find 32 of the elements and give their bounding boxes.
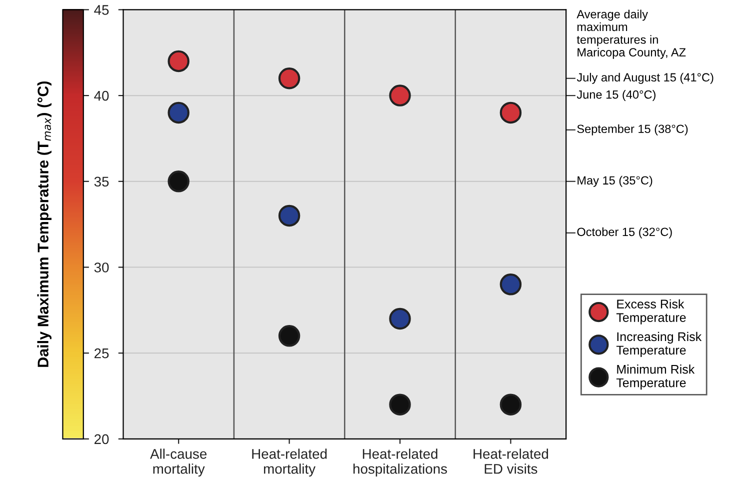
point <box>500 102 522 124</box>
point <box>500 274 522 296</box>
color-bar-label: 35 <box>94 176 109 187</box>
color-bar-label: 20 <box>94 434 109 444</box>
point <box>278 68 300 90</box>
point <box>168 102 190 124</box>
point <box>500 394 522 416</box>
point <box>278 325 300 347</box>
ref-line-label: October 15 (32°C) <box>577 227 672 238</box>
legend-label: Excess Risk Temperature <box>616 299 686 324</box>
ref-line-label: June 15 (40°C) <box>576 90 656 102</box>
ref-line-label: July and August 15 (41°C) <box>576 72 714 84</box>
color-bar-label: 30 <box>94 262 109 272</box>
ref-line-label: May 15 (35°C) <box>578 176 652 187</box>
x-tick-label: All-cause mortality <box>150 448 207 477</box>
point <box>389 394 411 416</box>
ref-line-label: September 15 (38°C) <box>577 124 688 136</box>
point <box>278 204 300 227</box>
color-bar-label: 45 <box>94 5 109 15</box>
point <box>389 84 411 106</box>
x-tick-label: Heat-related mortality <box>252 448 327 477</box>
y-axis-title: Daily Maximum Temperature (T$_{max}$) (°C) <box>37 81 52 367</box>
legend-label: Minimum Risk Temperature <box>616 364 695 390</box>
x-tick-label: Heat-related hospitalizations <box>353 448 447 477</box>
color-bar-label: 40 <box>94 90 109 101</box>
point <box>168 170 190 192</box>
text: Average daily maximum temperatures in Maricopa County, AZ <box>576 10 686 59</box>
legend-label: Increasing Risk Temperature <box>616 332 702 358</box>
point <box>168 50 190 72</box>
x-tick-label: Heat-related ED visits <box>474 448 548 474</box>
color-bar-label: 25 <box>94 348 109 358</box>
point <box>389 308 411 330</box>
